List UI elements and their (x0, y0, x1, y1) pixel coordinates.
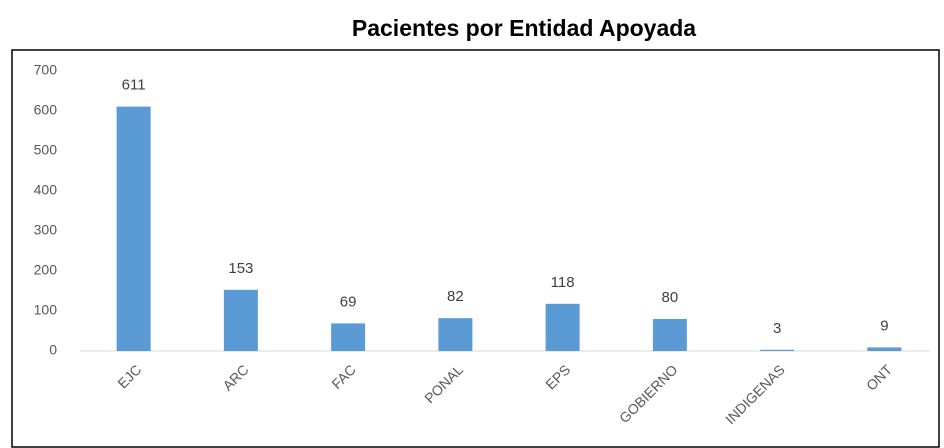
data-label: 82 (447, 288, 464, 305)
bar (652, 319, 687, 351)
bar (331, 323, 366, 351)
y-tick-label: 400 (34, 182, 58, 198)
y-tick-label: 700 (34, 62, 58, 78)
data-label: 118 (551, 274, 575, 291)
bar (438, 318, 473, 351)
data-label: 9 (880, 317, 888, 334)
bar (223, 289, 258, 351)
y-tick-label: 600 (34, 102, 58, 118)
y-tick-label: 500 (34, 142, 58, 158)
bar (545, 303, 580, 351)
chart-frame (11, 49, 940, 448)
y-tick-label: 100 (34, 302, 58, 318)
data-label: 153 (228, 260, 253, 277)
y-tick-label: 200 (34, 262, 58, 278)
y-tick-label: 0 (49, 342, 57, 358)
chart-title: Pacientes por Entidad Apoyada (352, 15, 696, 41)
data-label: 69 (340, 293, 357, 310)
data-label: 80 (662, 289, 679, 306)
bar (760, 349, 795, 351)
y-tick-label: 300 (34, 222, 58, 238)
bar (116, 106, 151, 351)
bar (867, 347, 902, 351)
data-label: 3 (773, 320, 781, 337)
data-label: 611 (122, 77, 146, 94)
